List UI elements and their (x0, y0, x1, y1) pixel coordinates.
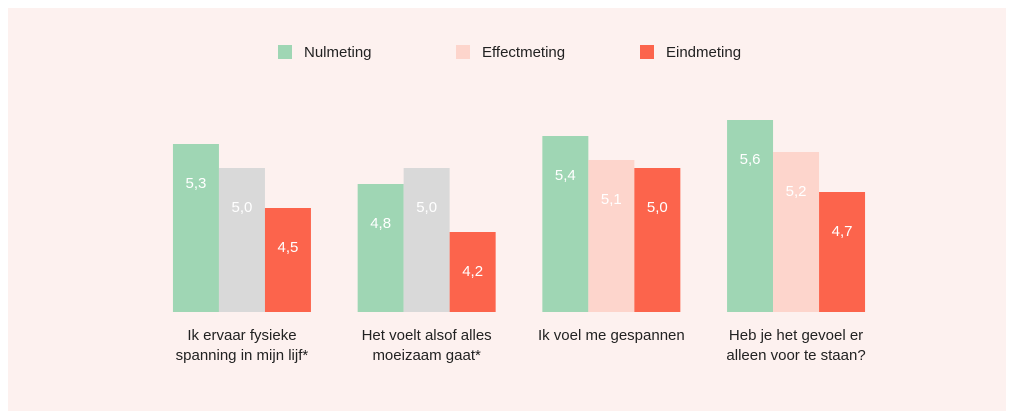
x-tick-label: Ik ervaar fysieke spanning in mijn lijf* (175, 327, 309, 364)
x-tick-label: Heb je het gevoel er alleen voor te staa… (726, 327, 866, 364)
legend-swatch (456, 45, 470, 59)
legend-label: Eindmeting (666, 44, 741, 61)
bar (773, 152, 820, 312)
bar (588, 160, 635, 312)
value-label: 5,2 (786, 183, 807, 200)
bar (264, 208, 311, 312)
bar (542, 136, 589, 312)
bar (819, 192, 866, 312)
legend-label: Effectmeting (482, 44, 565, 61)
value-label: 5,3 (186, 175, 207, 192)
bar (172, 144, 219, 312)
x-tick-label: Ik voel me gespannen (537, 327, 685, 344)
value-label: 4,2 (462, 263, 483, 280)
legend-swatch (278, 45, 292, 59)
value-label: 4,5 (278, 239, 299, 256)
value-label: 5,0 (647, 199, 668, 216)
value-label: 5,0 (232, 199, 253, 216)
value-label: 5,0 (416, 199, 437, 216)
bar (218, 168, 265, 312)
value-label: 4,7 (832, 223, 853, 240)
bar (403, 168, 450, 312)
legend-label: Nulmeting (304, 44, 372, 61)
value-label: 5,4 (555, 167, 576, 184)
value-label: 5,1 (601, 191, 622, 208)
legend-swatch (640, 45, 654, 59)
bar (727, 120, 774, 312)
bar (449, 232, 496, 312)
bar (634, 168, 681, 312)
value-label: 5,6 (740, 151, 761, 168)
bar (357, 184, 404, 312)
value-label: 4,8 (370, 215, 391, 232)
x-tick-label: Het voelt alsof alles moeizaam gaat* (361, 327, 492, 364)
